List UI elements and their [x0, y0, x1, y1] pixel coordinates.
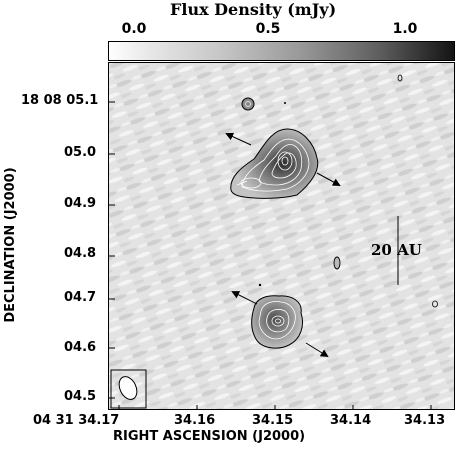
colorbar-tick-label: 1.0: [392, 21, 418, 37]
beam-ellipse: [110, 369, 147, 409]
scale-bar: 20 AU: [371, 216, 422, 285]
flux-map-panel: 20 AU: [108, 62, 455, 410]
colorbar-tick-label: 0.5: [255, 21, 281, 37]
y-tick-label: 04.7: [64, 290, 97, 305]
y-tick-label: 18 08 05.1: [21, 93, 99, 108]
outflow-arrows: [225, 132, 341, 358]
noise-background: [109, 63, 454, 409]
colorbar: [108, 41, 455, 61]
axis-ticks: [109, 101, 432, 409]
colorbar-title: Flux Density (mJy): [170, 0, 337, 19]
y-axis-label: DECLINATION (J2000): [3, 167, 18, 323]
y-tick-label: 04.9: [64, 196, 97, 211]
x-tick-label: 34.14: [330, 413, 372, 428]
y-tick-label: 04.8: [64, 246, 97, 261]
x-tick-label: 34.15: [252, 413, 294, 428]
x-tick-label: 04 31 34.17: [33, 413, 120, 428]
x-tick-label: 34.16: [174, 413, 216, 428]
x-tick-label: 34.13: [404, 413, 446, 428]
y-tick-label: 04.5: [64, 389, 97, 404]
northern-source: [230, 128, 319, 199]
colorbar-tick-label: 0.0: [121, 21, 147, 37]
y-tick-label: 05.0: [64, 145, 97, 160]
y-tick-label: 04.6: [64, 340, 97, 355]
x-axis-label: RIGHT ASCENSION (J2000): [113, 429, 306, 444]
flux-map-image: 20 AU: [109, 63, 454, 409]
scale-bar-label: 20 AU: [371, 241, 422, 259]
minor-emission-features: [241, 74, 438, 308]
southern-source: [251, 295, 303, 349]
